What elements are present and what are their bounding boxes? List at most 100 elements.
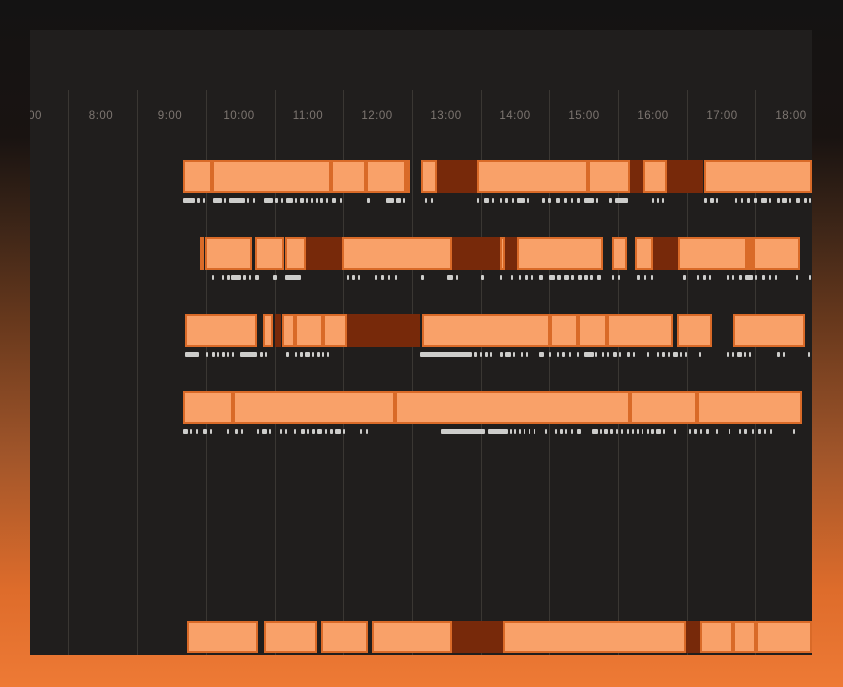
activity-tick	[526, 352, 528, 357]
timeline-segment[interactable]	[612, 237, 627, 270]
timeline-segment[interactable]	[212, 160, 331, 193]
hour-gridline	[481, 90, 482, 655]
activity-tick	[420, 352, 472, 357]
timeline-segment[interactable]	[700, 621, 733, 653]
timeline-segment[interactable]	[667, 160, 703, 193]
timeline-segment[interactable]	[263, 314, 273, 347]
activity-tick	[347, 275, 349, 280]
timeline-segment[interactable]	[200, 237, 204, 270]
activity-tick	[615, 198, 628, 203]
hour-gridline	[343, 90, 344, 655]
activity-tick	[745, 275, 753, 280]
activity-tick	[755, 275, 757, 280]
activity-tick	[249, 275, 251, 280]
timeline-segment[interactable]	[678, 237, 747, 270]
timeline-segment[interactable]	[505, 237, 517, 270]
activity-tick	[332, 198, 336, 203]
activity-tick	[255, 275, 259, 280]
timeline-segment[interactable]	[503, 621, 686, 653]
timeline-segment[interactable]	[395, 391, 630, 424]
timeline-segment[interactable]	[347, 314, 420, 347]
timeline-segment[interactable]	[372, 621, 452, 653]
activity-tick	[260, 352, 263, 357]
timeline-segment[interactable]	[183, 160, 212, 193]
activity-tick	[477, 198, 479, 203]
activity-tick	[395, 275, 397, 280]
timeline-segment[interactable]	[635, 237, 653, 270]
activity-tick	[662, 198, 664, 203]
timeline-segment[interactable]	[452, 621, 503, 653]
timeline-segment[interactable]	[653, 237, 678, 270]
activity-tick	[796, 275, 798, 280]
timeline-segment[interactable]	[697, 391, 802, 424]
timeline-segment[interactable]	[331, 160, 366, 193]
activity-tick	[662, 352, 665, 357]
activity-tick	[732, 275, 734, 280]
time-label: 11:00	[292, 110, 324, 122]
timeline-segment[interactable]	[282, 314, 295, 347]
timeline-segment[interactable]	[756, 621, 812, 653]
timeline-segment[interactable]	[588, 160, 630, 193]
activity-tick	[317, 352, 320, 357]
timeline-segment[interactable]	[704, 160, 812, 193]
activity-tick	[492, 198, 494, 203]
timeline-segment[interactable]	[630, 391, 697, 424]
timeline-segment[interactable]	[183, 391, 233, 424]
timeline-segment[interactable]	[607, 314, 673, 347]
activity-tick	[571, 275, 574, 280]
activity-tick	[809, 198, 811, 203]
activity-tick	[694, 429, 697, 434]
timeline-segment[interactable]	[733, 314, 805, 347]
hour-gridline	[206, 90, 207, 655]
activity-tick	[716, 198, 718, 203]
activity-tick	[542, 198, 545, 203]
activity-tick	[485, 352, 488, 357]
activity-tick	[300, 198, 304, 203]
timeline-segment[interactable]	[452, 237, 500, 270]
activity-tick	[741, 198, 743, 203]
timeline-segment[interactable]	[187, 621, 258, 653]
timeline-segment[interactable]	[550, 314, 578, 347]
timeline-segment[interactable]	[517, 237, 603, 270]
time-label: 12:00	[361, 110, 393, 122]
activity-tick	[600, 429, 602, 434]
timeline-segment[interactable]	[321, 621, 368, 653]
timeline-segment[interactable]	[422, 314, 550, 347]
activity-tick	[375, 275, 377, 280]
timeline-segment[interactable]	[500, 237, 505, 270]
timeline-segment[interactable]	[630, 160, 643, 193]
timeline-segment[interactable]	[233, 391, 395, 424]
timeline-segment[interactable]	[366, 160, 406, 193]
timeline-segment[interactable]	[285, 237, 306, 270]
timeline-segment[interactable]	[275, 314, 281, 347]
timeline-segment[interactable]	[477, 160, 588, 193]
timeline-segment[interactable]	[421, 160, 437, 193]
activity-tick	[539, 275, 543, 280]
activity-tick	[183, 429, 188, 434]
timeline-segment[interactable]	[747, 237, 753, 270]
timeline-segment[interactable]	[406, 160, 410, 193]
activity-tick	[500, 352, 503, 357]
timeline-segment[interactable]	[205, 237, 252, 270]
activity-tick	[716, 429, 718, 434]
activity-tick	[616, 429, 618, 434]
timeline-segment[interactable]	[686, 621, 700, 653]
activity-tick	[224, 198, 226, 203]
activity-tick	[367, 198, 370, 203]
timeline-segment[interactable]	[677, 314, 712, 347]
activity-tick	[517, 198, 525, 203]
timeline-segment[interactable]	[295, 314, 323, 347]
activity-tick	[280, 429, 282, 434]
activity-tick	[203, 198, 205, 203]
timeline-segment[interactable]	[185, 314, 257, 347]
timeline-segment[interactable]	[264, 621, 317, 653]
timeline-segment[interactable]	[643, 160, 667, 193]
timeline-segment[interactable]	[733, 621, 756, 653]
timeline-segment[interactable]	[753, 237, 800, 270]
timeline-segment[interactable]	[342, 237, 452, 270]
timeline-segment[interactable]	[323, 314, 347, 347]
timeline-segment[interactable]	[437, 160, 477, 193]
timeline-segment[interactable]	[306, 237, 342, 270]
timeline-segment[interactable]	[578, 314, 607, 347]
timeline-segment[interactable]	[255, 237, 284, 270]
